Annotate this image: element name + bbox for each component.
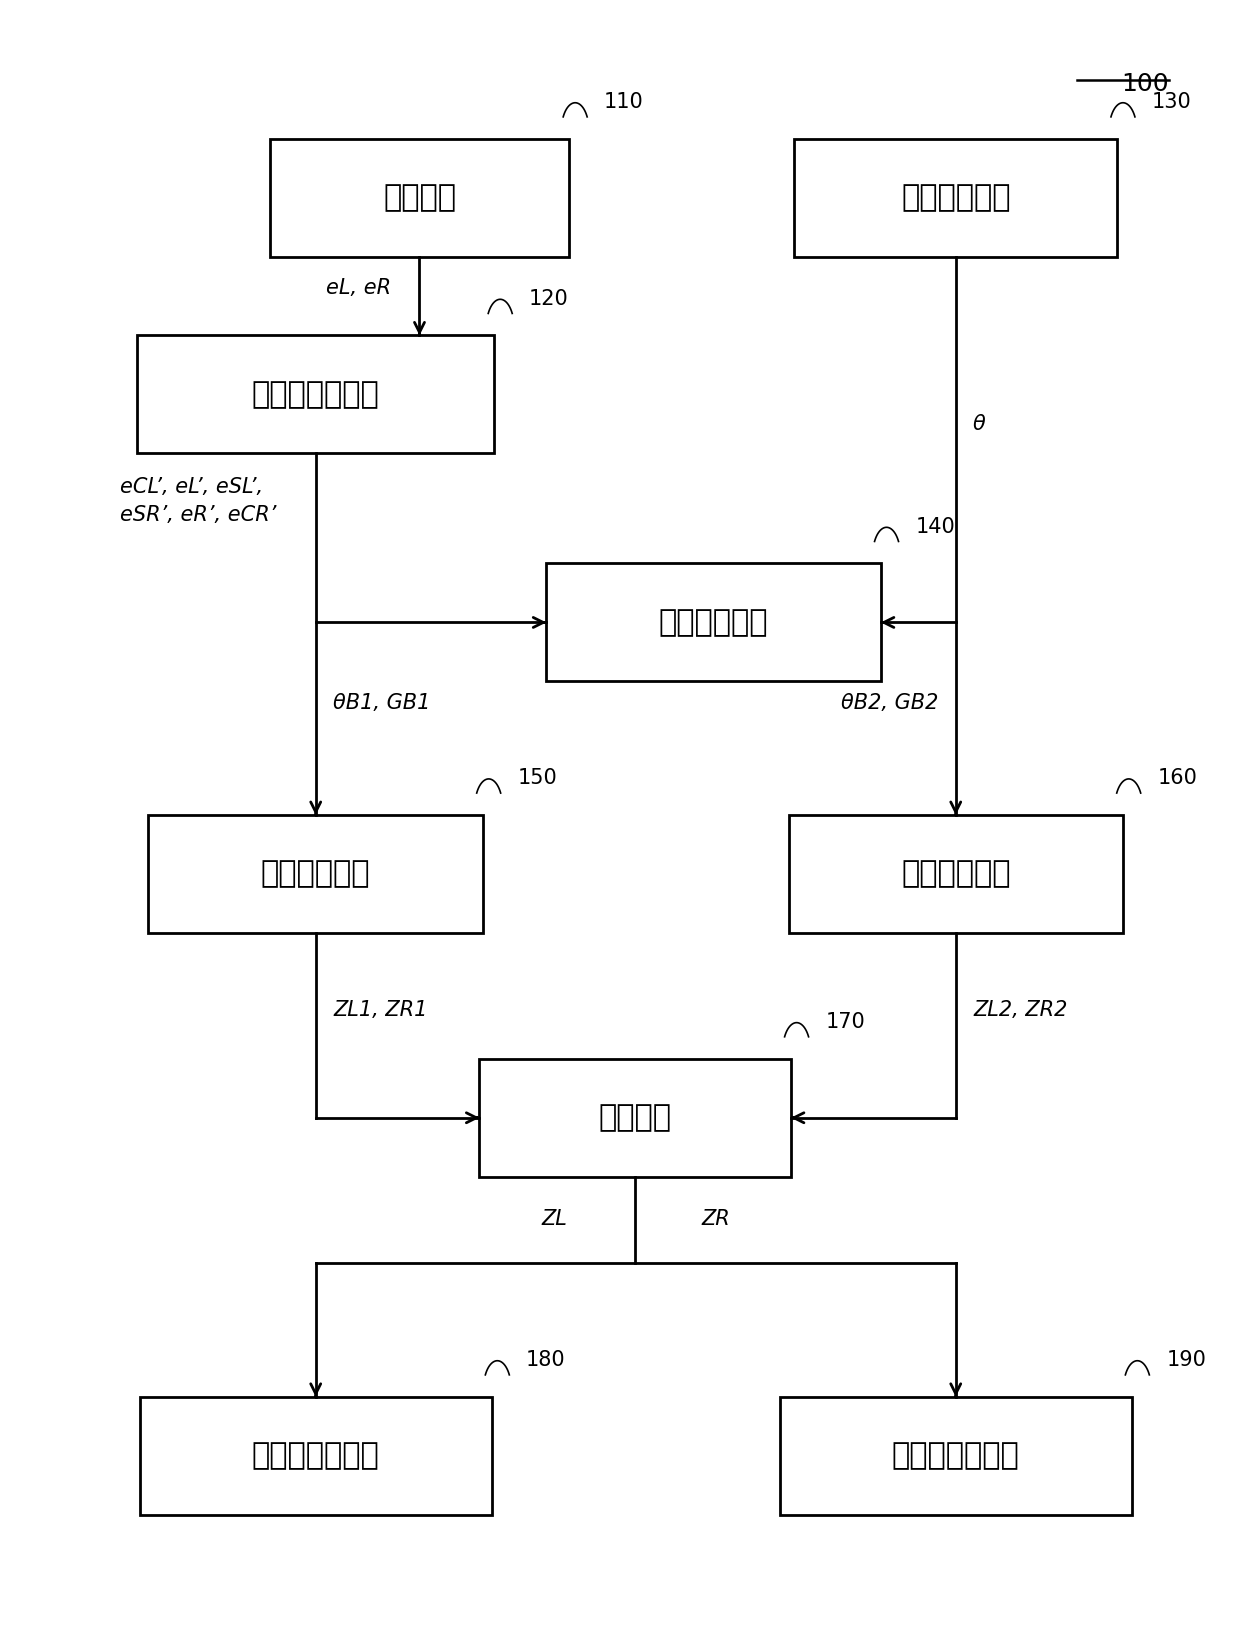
Text: 190: 190 [1166, 1350, 1207, 1369]
Text: 合成单元: 合成单元 [599, 1104, 672, 1132]
Text: 150: 150 [517, 768, 557, 788]
Text: ZR: ZR [702, 1209, 730, 1228]
Text: θ: θ [973, 414, 986, 434]
Text: 右声道输出单元: 右声道输出单元 [892, 1441, 1019, 1471]
Bar [149, 816, 482, 934]
Text: 100: 100 [1121, 72, 1169, 97]
Text: eCL’, eL’, eSL’,
eSR’, eR’, eCR’: eCL’, eL’, eSL’, eSR’, eR’, eCR’ [119, 477, 277, 526]
Text: 180: 180 [526, 1350, 565, 1369]
Text: 160: 160 [1158, 768, 1198, 788]
Bar [795, 139, 1117, 257]
Text: 转动检测单元: 转动检测单元 [901, 183, 1011, 213]
Text: 110: 110 [604, 92, 644, 111]
Bar [547, 563, 880, 681]
Text: ZL2, ZR2: ZL2, ZR2 [973, 999, 1068, 1020]
Text: eL, eR: eL, eR [326, 278, 391, 298]
Text: 130: 130 [1152, 92, 1192, 111]
Bar [789, 816, 1123, 934]
Text: ZL: ZL [542, 1209, 568, 1228]
Bar [136, 336, 495, 454]
Text: 左声道输出单元: 左声道输出单元 [252, 1441, 379, 1471]
Bar [269, 139, 569, 257]
Bar [480, 1058, 791, 1176]
Text: ZL1, ZR1: ZL1, ZR1 [334, 999, 428, 1020]
Text: 接收单元: 接收单元 [383, 183, 456, 213]
Text: 140: 140 [915, 516, 955, 537]
Text: 120: 120 [529, 288, 569, 308]
Bar [780, 1397, 1132, 1515]
Text: 170: 170 [826, 1012, 866, 1032]
Text: 第二转换单元: 第二转换单元 [901, 860, 1011, 888]
Text: θB1, GB1: θB1, GB1 [334, 693, 430, 713]
Bar [140, 1397, 491, 1515]
Text: θB2, GB2: θB2, GB2 [841, 693, 939, 713]
Text: 多声道生成单元: 多声道生成单元 [252, 380, 379, 410]
Text: 第一转换单元: 第一转换单元 [260, 860, 371, 888]
Text: 增益计算单元: 增益计算单元 [658, 608, 769, 637]
